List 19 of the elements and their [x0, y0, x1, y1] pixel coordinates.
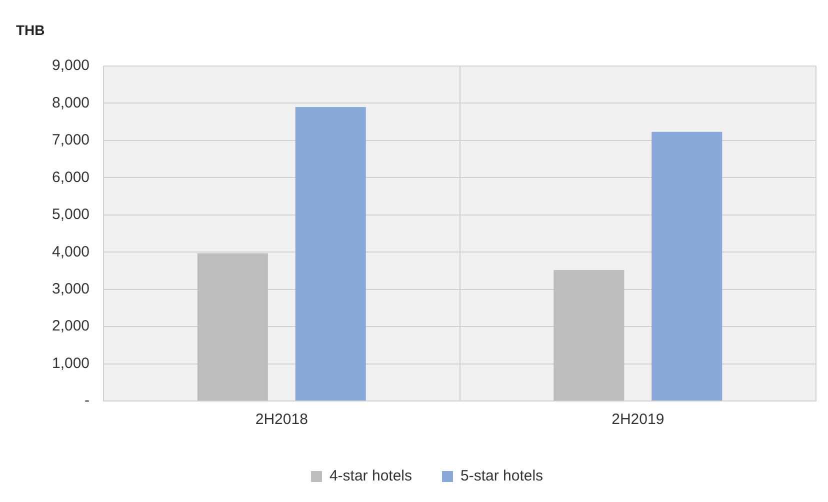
- y-tick-label: 1,000: [52, 354, 90, 372]
- x-tick-label: 2H2019: [612, 411, 664, 428]
- bar: [554, 270, 624, 400]
- legend-label: 5-star hotels: [460, 468, 544, 485]
- legend-label: 4-star hotels: [329, 468, 412, 485]
- bar: [197, 253, 268, 400]
- y-tick-label: 9,000: [52, 57, 90, 74]
- y-axis-title: THB: [16, 22, 45, 38]
- y-tick-label: 7,000: [52, 132, 90, 149]
- y-tick-label: 3,000: [52, 280, 90, 298]
- y-tick-label: 2,000: [52, 318, 90, 335]
- y-tick-label: 5,000: [52, 206, 90, 224]
- y-tick-label: 6,000: [52, 168, 90, 186]
- y-tick-label: 8,000: [52, 94, 90, 112]
- y-tick-label: -: [84, 392, 90, 410]
- bar: [652, 132, 722, 400]
- y-tick-label: 4,000: [52, 243, 90, 260]
- bar: [295, 106, 366, 400]
- x-tick-label: 2H2018: [255, 411, 308, 428]
